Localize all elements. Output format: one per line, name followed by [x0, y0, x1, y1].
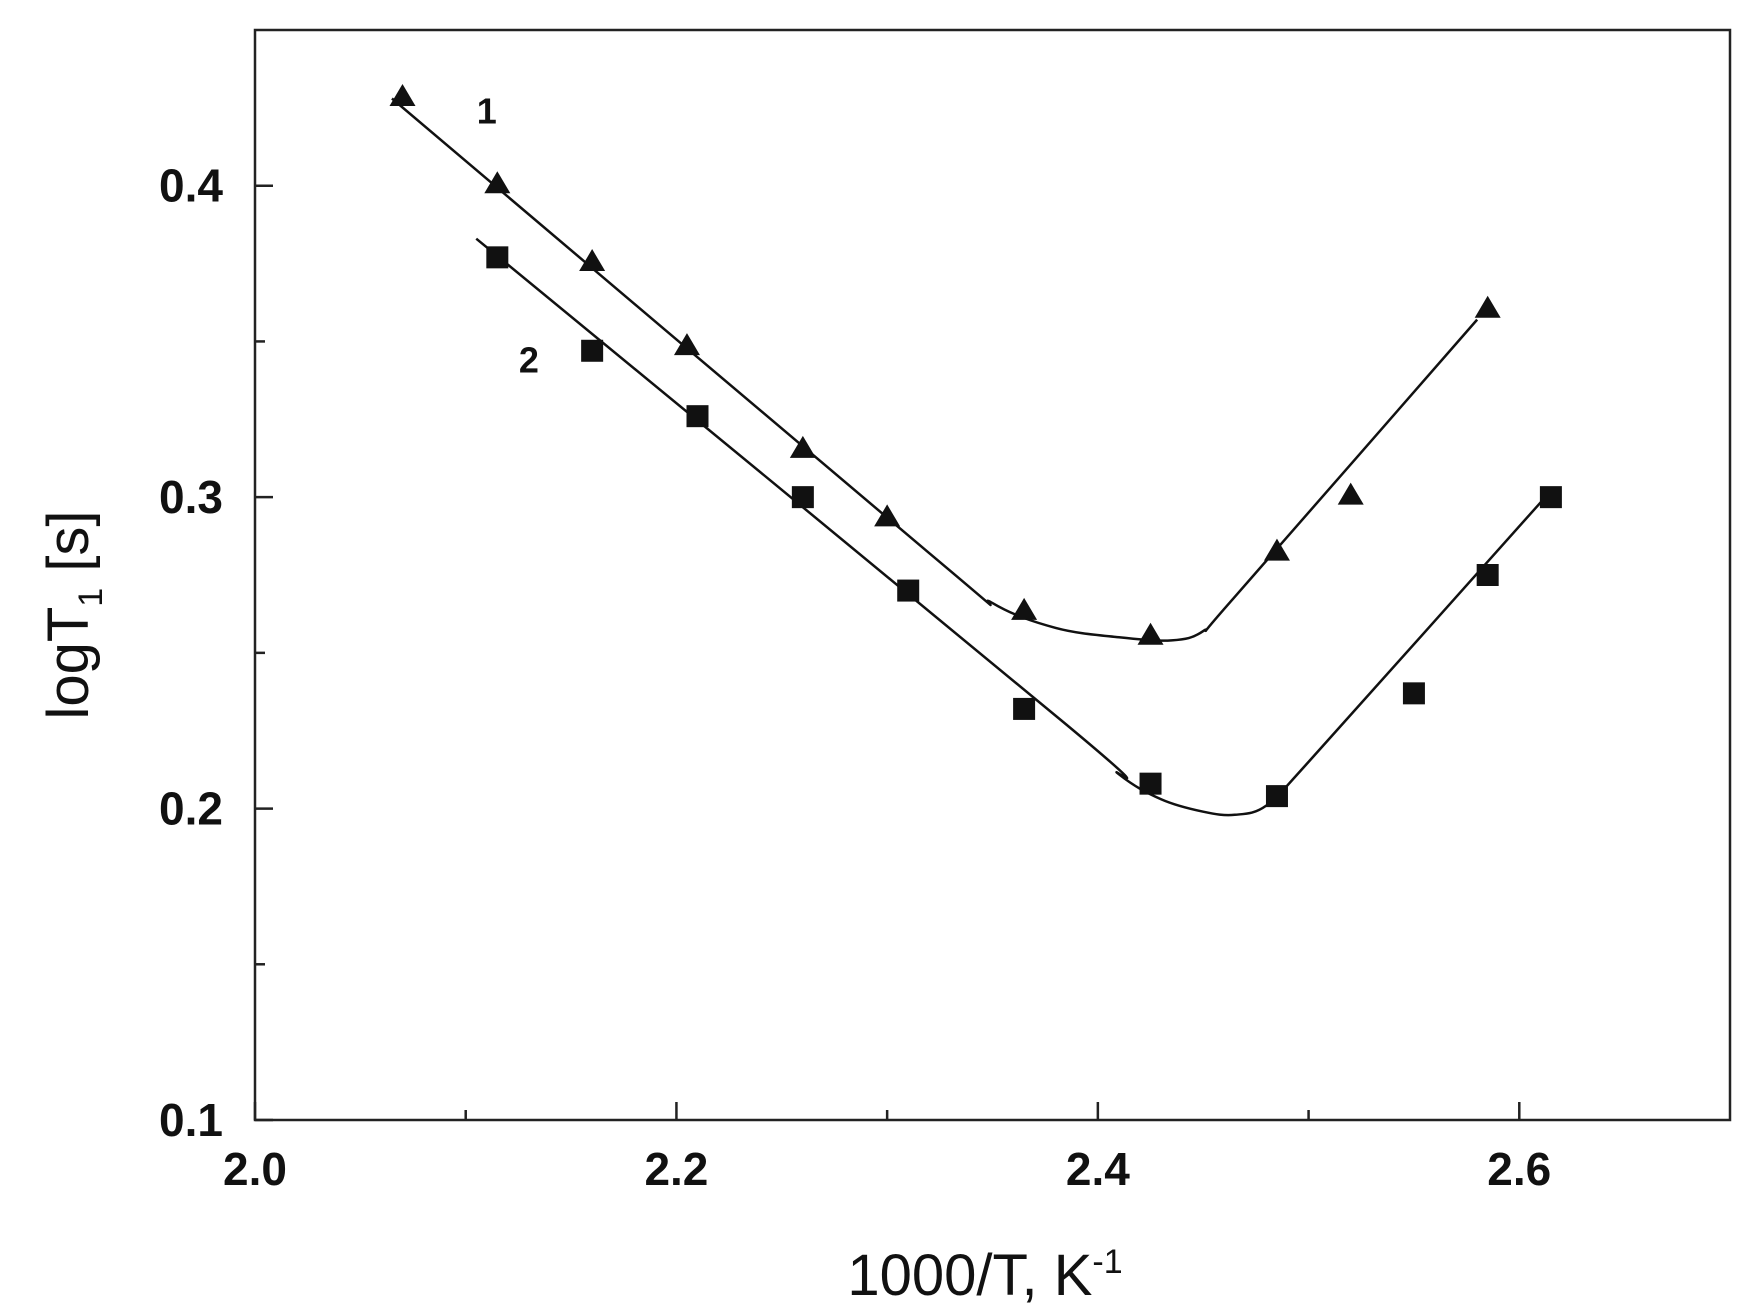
y-axis: 0.1 0.2 0.3 0.4	[159, 160, 273, 1146]
data-point-series-2	[1265, 785, 1288, 808]
data-point-series-2	[1476, 564, 1499, 586]
data-point-series-2	[581, 339, 604, 362]
data-point-series-2	[486, 246, 509, 269]
data-point-series-1	[1137, 622, 1164, 645]
y-tick-label: 0.3	[159, 471, 223, 523]
x-axis-title: 1000/T, K-1	[847, 1243, 1122, 1308]
fit-curves	[391, 97, 1552, 817]
data-point-series-2	[1539, 486, 1562, 509]
data-point-series-2	[1013, 697, 1036, 720]
fit-line-series-2	[475, 237, 1552, 817]
data-point-series-1	[789, 435, 816, 458]
y-tick-label: 0.4	[159, 160, 223, 212]
x-tick-label: 2.2	[644, 1143, 708, 1195]
y-tick-label: 0.1	[159, 1094, 223, 1146]
data-point-series-1	[484, 171, 511, 194]
data-point-series-1	[389, 83, 416, 106]
y-tick-label: 0.2	[159, 783, 223, 835]
data-point-series-2	[686, 405, 709, 428]
data-point-series-2	[791, 486, 814, 509]
x-tick-label: 2.4	[1066, 1143, 1130, 1195]
data-point-series-1	[673, 333, 700, 356]
data-point-series-1	[1011, 597, 1038, 620]
curve-label-1: 1	[477, 90, 497, 131]
curve-label-2: 2	[519, 340, 539, 381]
data-point-series-1	[1474, 295, 1501, 318]
data-point-series-1	[874, 504, 901, 527]
fit-line-series-1	[391, 97, 1479, 642]
data-point-series-1	[1337, 482, 1364, 505]
curve-labels: 12	[477, 90, 539, 380]
data-point-series-1	[579, 249, 606, 272]
x-tick-label: 2.0	[223, 1143, 287, 1195]
x-tick-label: 2.6	[1487, 1143, 1551, 1195]
data-point-series-2	[1402, 682, 1425, 705]
plot-frame	[253, 28, 1732, 1122]
data-point-series-2	[1139, 772, 1162, 795]
data-point-series-2	[897, 579, 920, 602]
x-axis: 2.0 2.2 2.4 2.6	[223, 1102, 1551, 1195]
data-point-series-1	[1263, 538, 1290, 561]
data-points	[389, 83, 1562, 808]
y-axis-title: logT1 [s]	[36, 510, 110, 719]
